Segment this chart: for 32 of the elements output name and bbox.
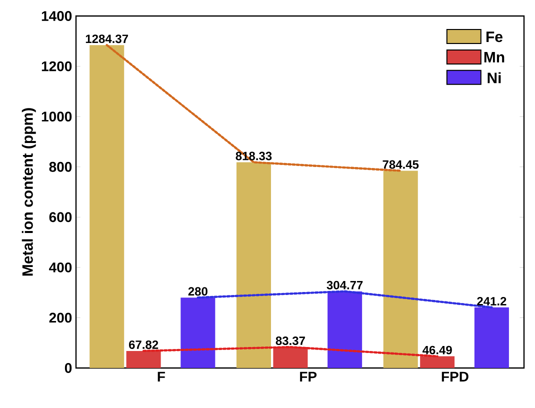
bar xyxy=(474,307,509,368)
data-label: 304.77 xyxy=(326,280,363,290)
y-axis-title: Metal ion content (ppm) xyxy=(22,108,36,276)
y-tick-label: 0 xyxy=(64,363,72,373)
data-label: 67.82 xyxy=(128,340,158,349)
bar xyxy=(180,298,216,368)
data-label: 241.2 xyxy=(477,296,506,306)
bar xyxy=(90,45,124,368)
y-tick-label: 400 xyxy=(49,262,72,272)
y-tick-label: 1000 xyxy=(42,112,72,122)
y-tick-label: 200 xyxy=(49,312,72,323)
legend-label: Fe xyxy=(486,32,502,42)
data-label: 784.45 xyxy=(382,160,419,169)
bar xyxy=(273,347,308,368)
data-label: 1284.37 xyxy=(86,34,128,44)
data-label: 83.37 xyxy=(276,336,305,346)
y-tick-label: 1400 xyxy=(42,11,72,21)
bar xyxy=(383,170,418,368)
bar xyxy=(126,350,161,368)
legend-label: Ni xyxy=(488,72,501,84)
data-label: 46.49 xyxy=(422,346,452,354)
legend-label: Mn xyxy=(484,52,504,62)
bar xyxy=(328,291,362,368)
y-tick-label: 800 xyxy=(49,162,72,172)
y-tick-label: 600 xyxy=(49,212,72,222)
x-tick-label: FPD xyxy=(442,372,468,382)
y-tick-label: 1200 xyxy=(42,61,72,72)
bar xyxy=(420,356,455,368)
x-tick-label: FP xyxy=(300,372,317,382)
x-tick-label: F xyxy=(158,372,165,382)
data-label: 280 xyxy=(188,287,208,296)
bar xyxy=(236,162,271,368)
